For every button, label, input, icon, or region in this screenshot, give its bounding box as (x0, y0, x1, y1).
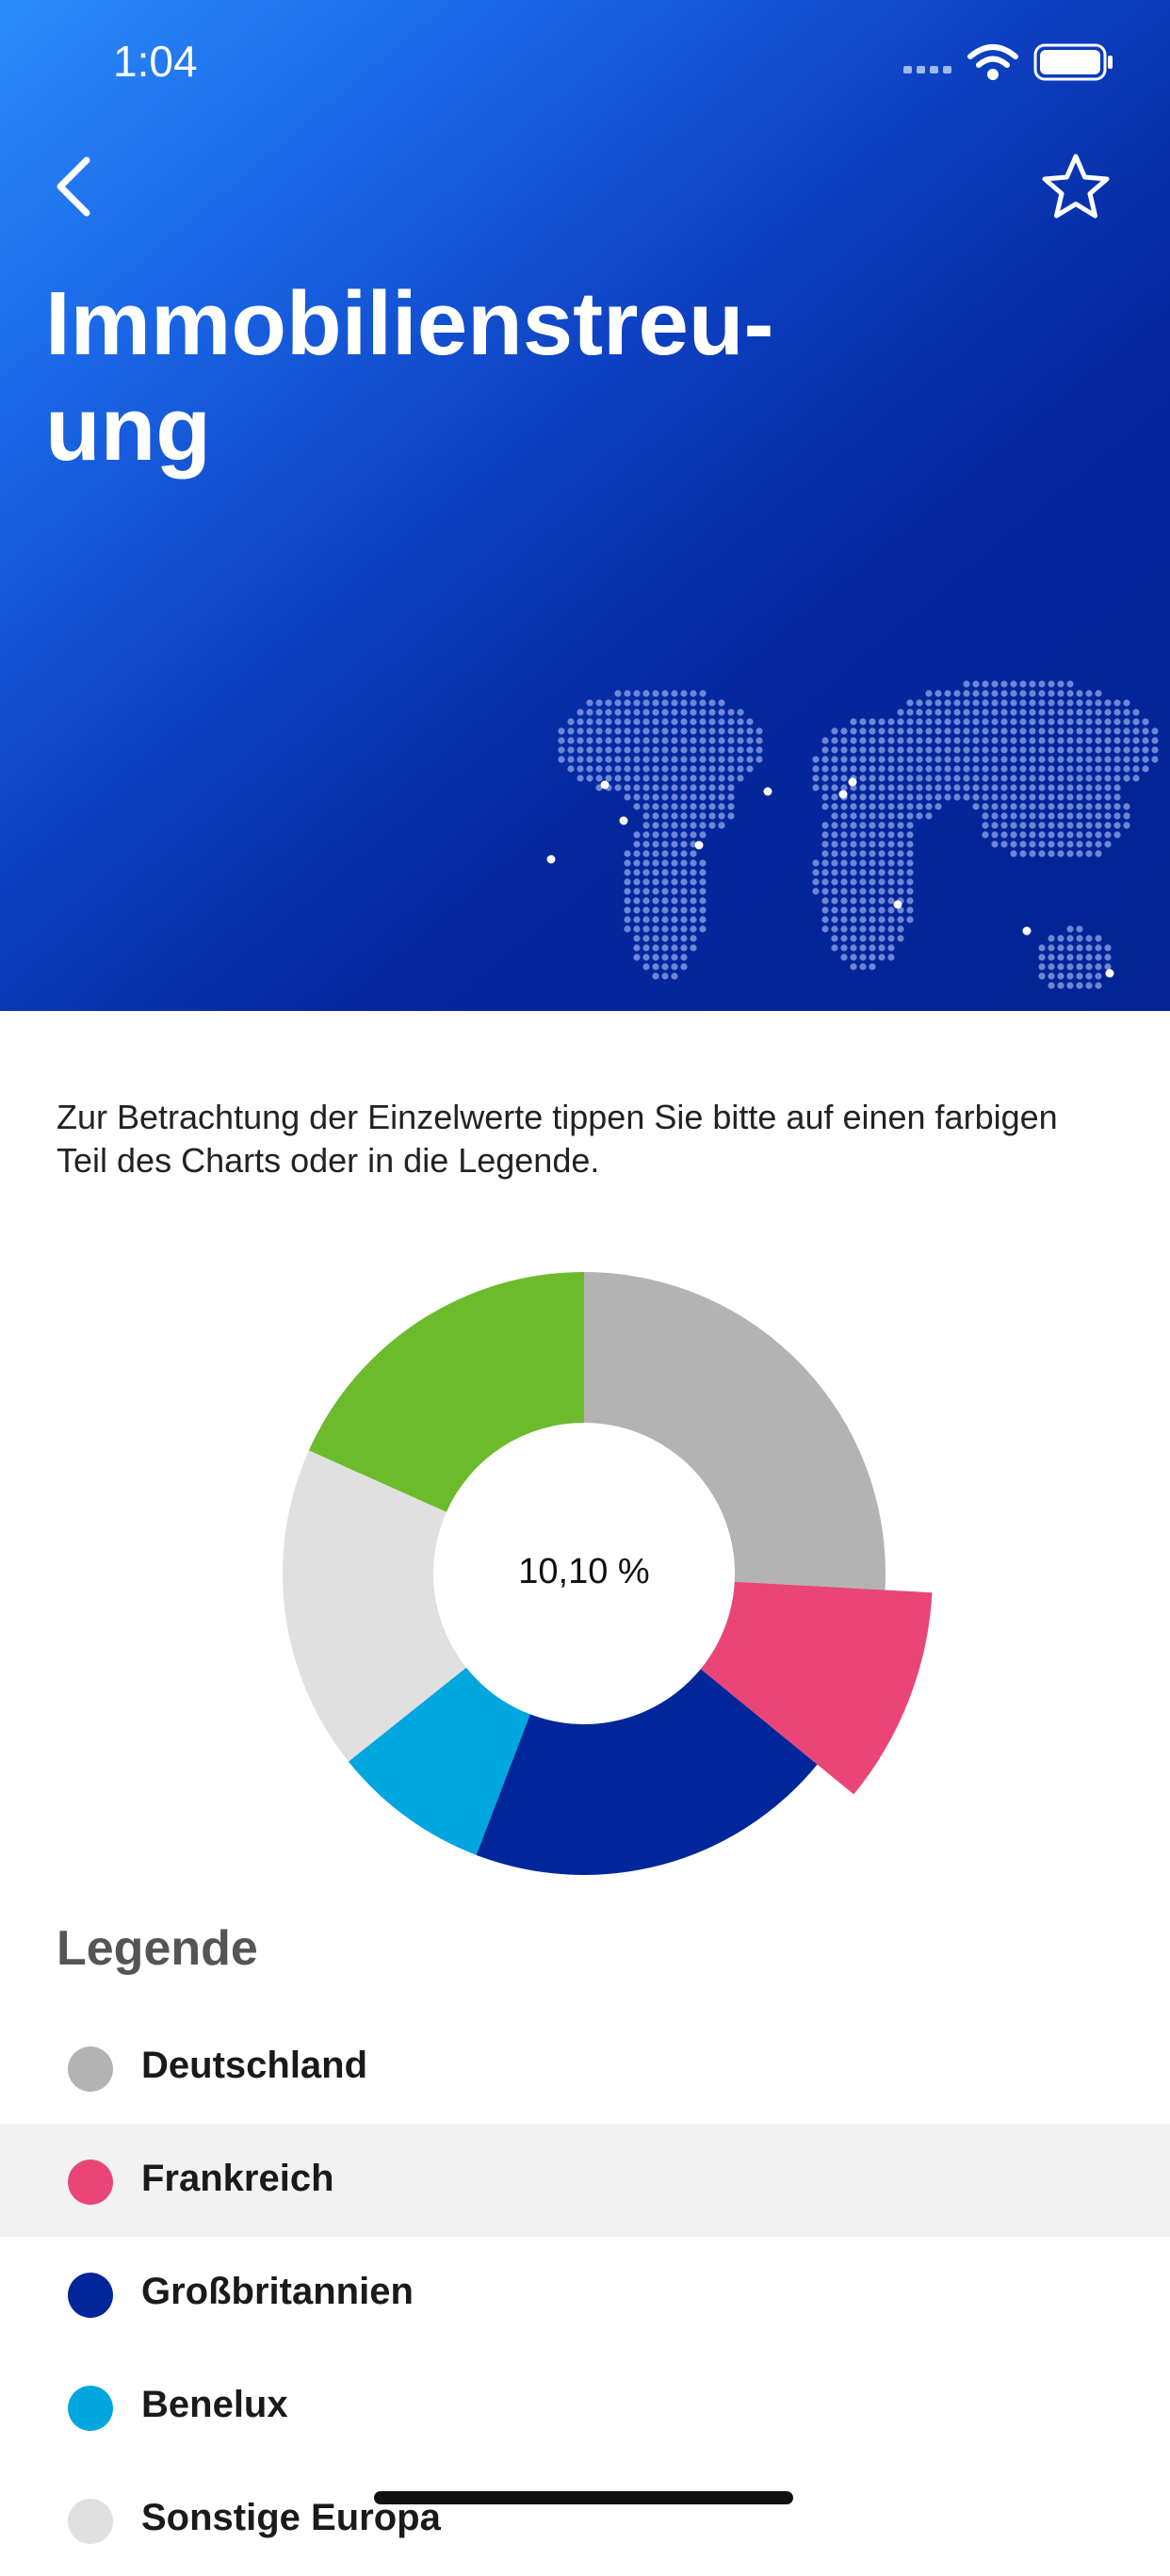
legend-color-dot (68, 2273, 113, 2318)
donut-slice[interactable] (308, 1272, 584, 1512)
status-icons (903, 43, 1113, 81)
legend-color-dot (68, 2046, 113, 2092)
back-button[interactable] (45, 149, 106, 224)
home-indicator (374, 2491, 793, 2504)
donut-slice[interactable] (584, 1272, 886, 1590)
donut-slice[interactable] (700, 1581, 933, 1795)
legend-item-label: Benelux (141, 2384, 288, 2425)
legend-color-dot (68, 2499, 113, 2544)
donut-chart[interactable]: 10,10 % (273, 1253, 951, 1894)
legend-item-label: Deutschland (141, 2045, 368, 2086)
header-hero: 1:04 Immobilienstreu- ung (0, 0, 1170, 1011)
instructions-text: Zur Betrachtung der Einzelwerte tippen S… (57, 1098, 1058, 1180)
donut-center-label: 10,10 % (518, 1552, 649, 1591)
legend-color-dot (68, 2160, 113, 2205)
legend-color-dot (68, 2386, 113, 2431)
donut-slice[interactable] (348, 1667, 530, 1855)
legend-item-label: Frankreich (141, 2158, 334, 2199)
legend-item[interactable]: Großbritannien (0, 2237, 1170, 2350)
cellular-signal-icon (903, 66, 951, 73)
wifi-icon (967, 44, 1018, 80)
legend-list: Deutschland Frankreich Großbritannien Benel… (0, 2011, 1170, 2576)
world-map-graphic (546, 680, 1159, 989)
chevron-left-icon (57, 156, 90, 217)
status-time: 1:04 (113, 37, 198, 86)
battery-icon (1033, 43, 1113, 81)
legend-item[interactable]: Sonstige Europa (0, 2463, 1170, 2576)
legend-item[interactable]: Deutschland (0, 2011, 1170, 2124)
star-icon (1042, 154, 1110, 219)
donut-slice[interactable] (476, 1669, 818, 1875)
legend-item-label: Großbritannien (141, 2271, 414, 2312)
favorite-button[interactable] (1036, 149, 1115, 224)
legend-title: Legende (57, 1921, 258, 1976)
legend-item[interactable]: Benelux (0, 2350, 1170, 2463)
donut-slice[interactable] (283, 1450, 466, 1762)
legend-item[interactable]: Frankreich (0, 2124, 1170, 2237)
page-title: Immobilienstreu- ung (45, 273, 774, 480)
